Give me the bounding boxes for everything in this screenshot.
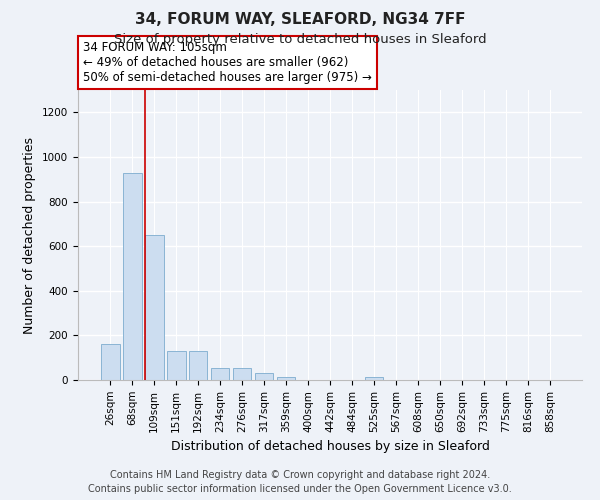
Bar	[211, 368, 229, 380]
Bar	[233, 368, 251, 380]
X-axis label: Distribution of detached houses by size in Sleaford: Distribution of detached houses by size …	[170, 440, 490, 453]
Text: 34 FORUM WAY: 105sqm
← 49% of detached houses are smaller (962)
50% of semi-deta: 34 FORUM WAY: 105sqm ← 49% of detached h…	[83, 41, 372, 84]
Bar	[145, 235, 164, 380]
Bar	[189, 351, 208, 380]
Y-axis label: Number of detached properties: Number of detached properties	[23, 136, 37, 334]
Text: Size of property relative to detached houses in Sleaford: Size of property relative to detached ho…	[113, 32, 487, 46]
Bar	[123, 172, 142, 380]
Bar	[365, 377, 383, 380]
Bar	[101, 344, 119, 380]
Bar	[255, 374, 274, 380]
Text: 34, FORUM WAY, SLEAFORD, NG34 7FF: 34, FORUM WAY, SLEAFORD, NG34 7FF	[135, 12, 465, 28]
Text: Contains HM Land Registry data © Crown copyright and database right 2024.
Contai: Contains HM Land Registry data © Crown c…	[88, 470, 512, 494]
Bar	[167, 351, 185, 380]
Bar	[277, 377, 295, 380]
